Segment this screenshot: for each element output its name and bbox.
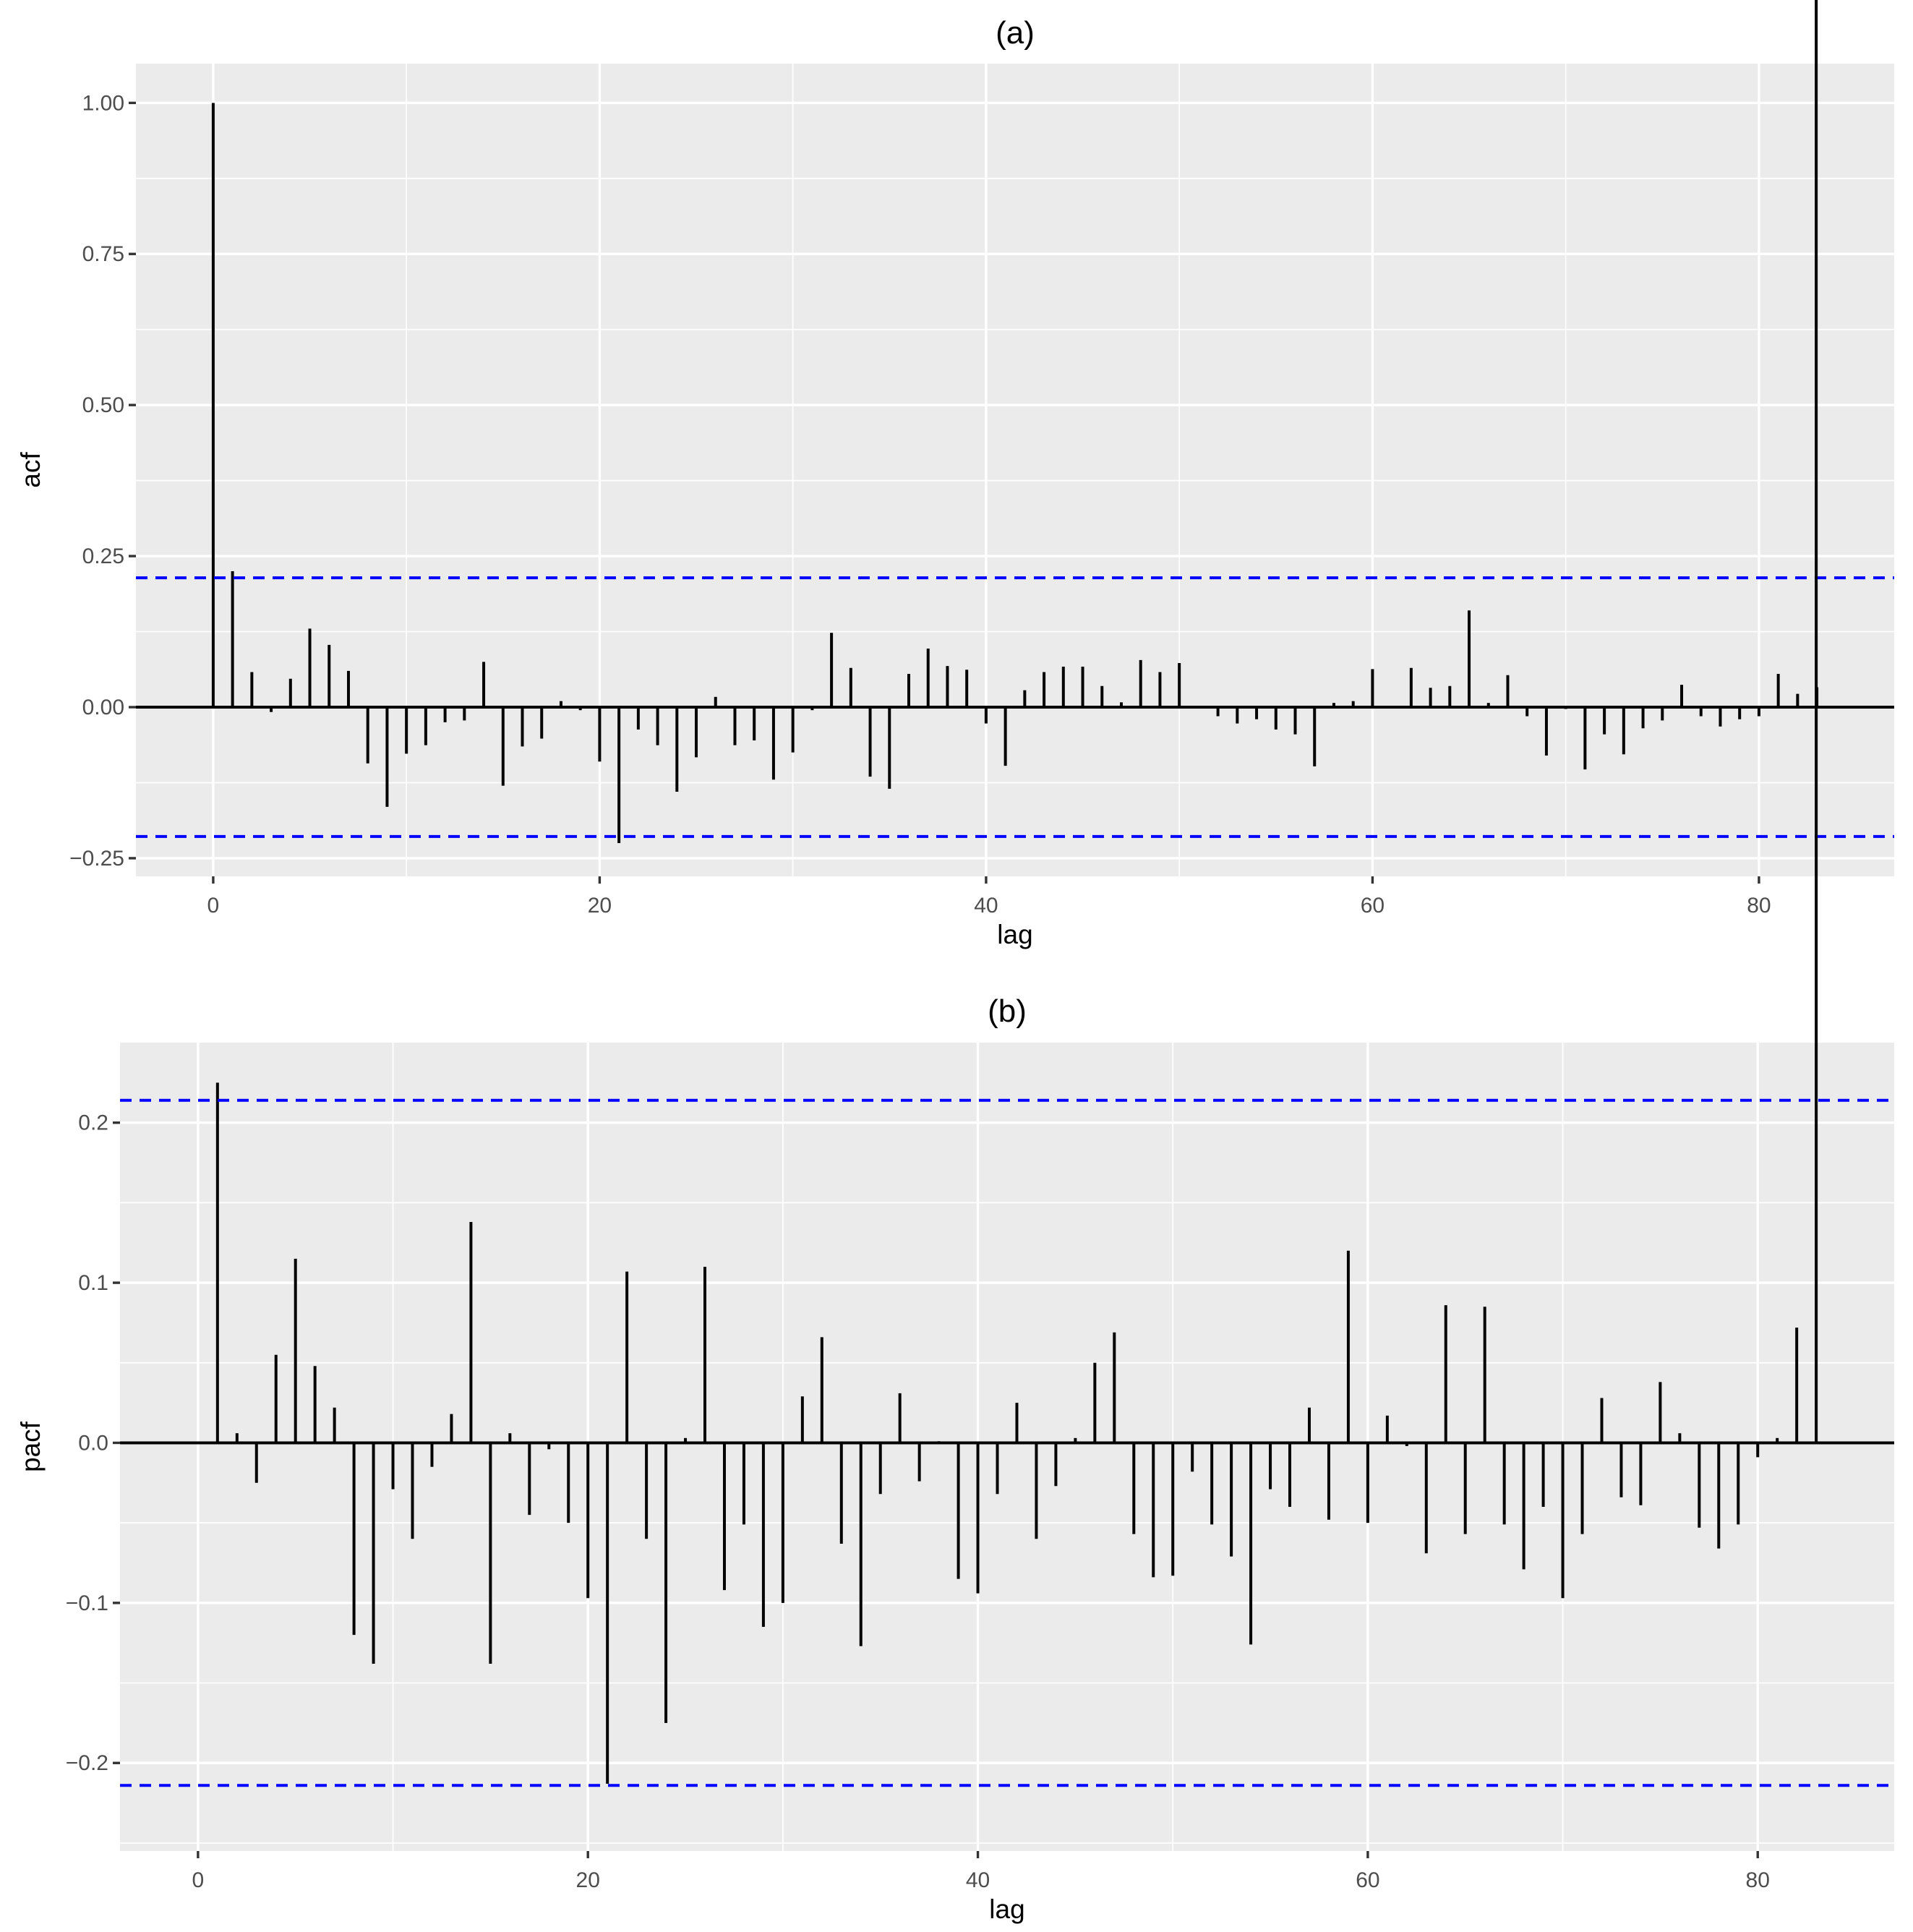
pacf-panel: 0 20 40 60 80 −0.2 −0.1 0.0 0.1 0.2 (b) lag pacf (16, 0, 1894, 1924)
y-tick-label: 0.00 (82, 696, 124, 719)
x-tick-label: 80 (1747, 894, 1771, 918)
y-tick-label: 0.25 (82, 544, 124, 568)
x-tick-label: 0 (207, 894, 220, 918)
y-tick-label: 1.00 (82, 91, 124, 115)
plot-background (120, 1043, 1894, 1851)
y-tick-label: 0.50 (82, 393, 124, 417)
x-axis-title: lag (997, 920, 1032, 949)
y-tick-label: 0.1 (78, 1271, 108, 1295)
x-tick-label: 20 (576, 1868, 600, 1892)
x-tick-label: 80 (1746, 1868, 1770, 1892)
x-tick-label: 40 (966, 1868, 990, 1892)
x-tick-label: 40 (974, 894, 998, 918)
y-tick-label: 0.0 (78, 1431, 108, 1455)
y-tick-label: 0.2 (78, 1111, 108, 1135)
acf-panel: 0 20 40 60 80 −0.25 0.00 0.25 0.50 0.75 1.00 (a) lag… (16, 15, 1894, 949)
x-tick-label: 0 (192, 1868, 205, 1892)
x-tick-label: 60 (1361, 894, 1385, 918)
y-axis-title: pacf (16, 1421, 46, 1472)
y-axis-title: acf (16, 452, 46, 488)
y-tick-label: −0.25 (69, 847, 124, 871)
y-tick-label: −0.1 (66, 1591, 108, 1615)
plot-title: (a) (996, 15, 1035, 51)
y-tick-label: 0.75 (82, 242, 124, 266)
x-tick-label: 20 (588, 894, 612, 918)
plot-title: (b) (988, 993, 1027, 1029)
x-axis-title: lag (989, 1894, 1024, 1924)
x-tick-label: 60 (1356, 1868, 1379, 1892)
plot-background (136, 64, 1894, 876)
y-tick-label: −0.2 (66, 1751, 108, 1775)
